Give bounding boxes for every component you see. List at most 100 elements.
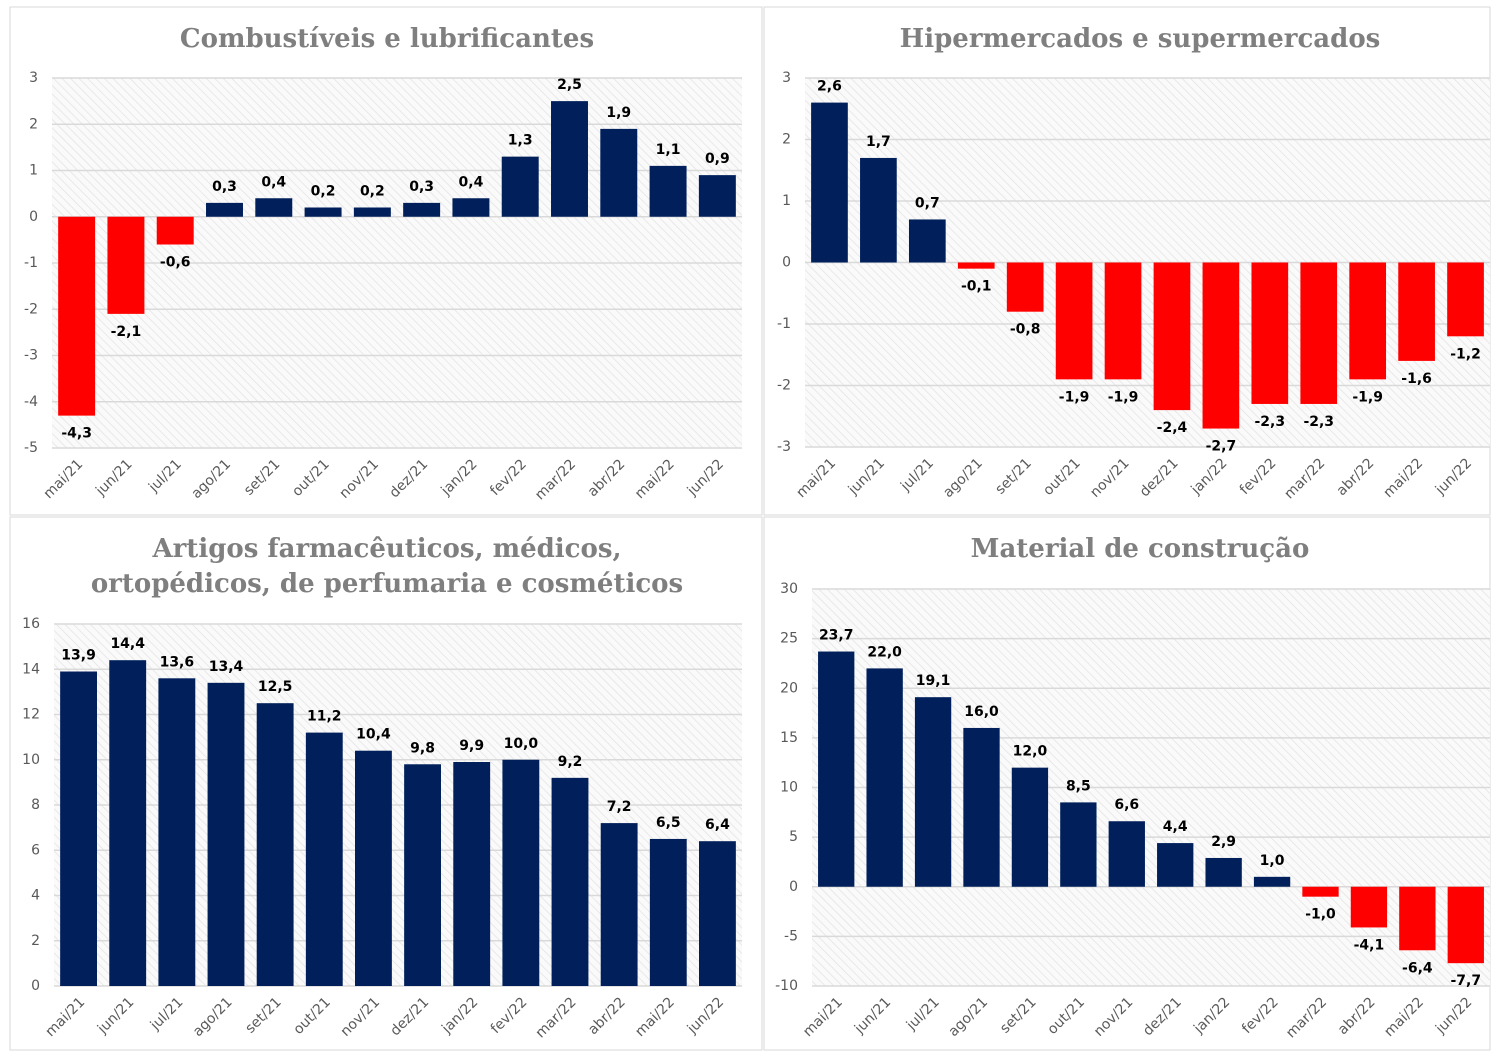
value-label: 0,9 (705, 151, 730, 167)
y-tick-label: -3 (777, 439, 791, 455)
bar (1398, 262, 1435, 361)
bar (305, 732, 343, 986)
bar (600, 128, 638, 217)
value-label: 10,4 (356, 727, 391, 743)
x-tick-label: jun/21 (94, 994, 137, 1037)
bar (649, 838, 687, 986)
value-label: 9,2 (558, 754, 583, 770)
bar (58, 216, 96, 416)
x-tick-label: nov/21 (1091, 994, 1136, 1039)
value-label: 22,0 (867, 644, 902, 660)
x-tick-label: out/21 (290, 994, 333, 1037)
x-tick-label: fev/22 (1237, 455, 1280, 498)
x-tick-label: mar/22 (1281, 455, 1328, 502)
chart-title: Combustíveis e lubrificantes (180, 24, 594, 54)
value-label: -0,1 (961, 279, 992, 295)
x-tick-label: abr/22 (585, 456, 629, 500)
bar (600, 823, 638, 986)
bar (1104, 262, 1142, 380)
value-label: 12,5 (258, 679, 293, 695)
x-tick-label: jul/21 (897, 455, 937, 495)
bar (1006, 262, 1044, 312)
value-label: 16,0 (964, 704, 999, 720)
y-tick-label: 4 (31, 888, 40, 904)
y-tick-label: 6 (31, 842, 40, 858)
value-label: -1,0 (1305, 907, 1336, 923)
value-label: 9,8 (410, 740, 435, 756)
bar (453, 762, 491, 986)
y-tick-label: 1 (29, 163, 38, 179)
y-tick-label: -2 (777, 378, 791, 394)
y-tick-label: -4 (24, 394, 38, 410)
x-tick-label: set/21 (241, 456, 283, 498)
value-label: 13,9 (61, 648, 96, 664)
bar (1251, 262, 1289, 404)
y-tick-label: -5 (784, 928, 798, 944)
bar (811, 102, 848, 263)
x-tick-label: fev/22 (487, 456, 530, 499)
value-label: 6,6 (1114, 797, 1139, 813)
value-label: 4,4 (1163, 819, 1188, 835)
x-tick-label: mai/21 (41, 456, 87, 502)
value-label: 13,6 (160, 654, 195, 670)
bar (1349, 262, 1387, 380)
y-tick-label: 16 (22, 616, 40, 632)
x-tick-label: abr/22 (1334, 455, 1378, 499)
bar (255, 198, 293, 217)
chart-title: ortopédicos, de perfumaria e cosméticos (91, 569, 683, 599)
bar (914, 697, 952, 887)
panel-border (9, 516, 763, 1051)
value-label: 23,7 (819, 628, 854, 644)
value-label: -0,8 (1010, 322, 1041, 338)
value-label: -1,2 (1450, 346, 1481, 362)
panel-border (9, 6, 763, 516)
value-label: 2,5 (557, 77, 582, 93)
x-tick-label: dez/21 (387, 994, 432, 1039)
x-tick-label: dez/21 (1140, 994, 1185, 1039)
x-tick-label: out/21 (1040, 455, 1083, 498)
x-tick-label: jan/22 (1188, 455, 1231, 498)
value-label: 0,4 (261, 174, 286, 190)
y-tick-label: 25 (780, 631, 798, 647)
bar (1153, 262, 1191, 411)
bar (1108, 821, 1145, 887)
bar (207, 682, 245, 986)
x-tick-label: set/21 (242, 994, 284, 1036)
x-tick-label: mai/22 (632, 456, 678, 502)
x-tick-label: jul/21 (147, 994, 187, 1034)
bar (256, 703, 294, 986)
y-tick-label: -1 (777, 316, 791, 332)
bar (502, 759, 540, 986)
bar (963, 727, 1000, 887)
y-tick-label: -2 (24, 301, 38, 317)
bar (206, 202, 243, 217)
value-label: -2,3 (1303, 414, 1334, 430)
x-tick-label: jun/22 (684, 456, 727, 499)
chart-title: Hipermercados e supermercados (900, 24, 1381, 54)
x-tick-label: abr/22 (1335, 994, 1379, 1038)
value-label: 8,5 (1066, 778, 1091, 794)
bar (1447, 262, 1484, 337)
bar (866, 668, 903, 887)
x-tick-label: ago/21 (946, 994, 992, 1040)
value-label: 12,0 (1013, 744, 1048, 760)
x-tick-label: jun/21 (845, 455, 888, 498)
bar (1399, 886, 1436, 951)
chart-title: Material de construção (971, 534, 1310, 564)
x-tick-label: mai/22 (632, 994, 678, 1040)
x-tick-label: mai/21 (43, 994, 89, 1040)
bar (860, 157, 897, 263)
x-tick-label: mai/22 (1381, 455, 1427, 501)
x-tick-label: mar/22 (1283, 994, 1330, 1041)
y-tick-label: 2 (31, 933, 40, 949)
x-tick-label: abr/22 (585, 994, 629, 1038)
y-tick-label: 0 (31, 978, 40, 994)
value-label: 19,1 (916, 673, 951, 689)
x-tick-label: jun/22 (684, 994, 727, 1037)
chart-title: Artigos farmacêuticos, médicos, (151, 534, 621, 564)
value-label: -2,7 (1206, 439, 1237, 455)
value-label: -0,6 (160, 255, 191, 271)
bar (1011, 767, 1049, 887)
value-label: 0,3 (212, 179, 237, 195)
